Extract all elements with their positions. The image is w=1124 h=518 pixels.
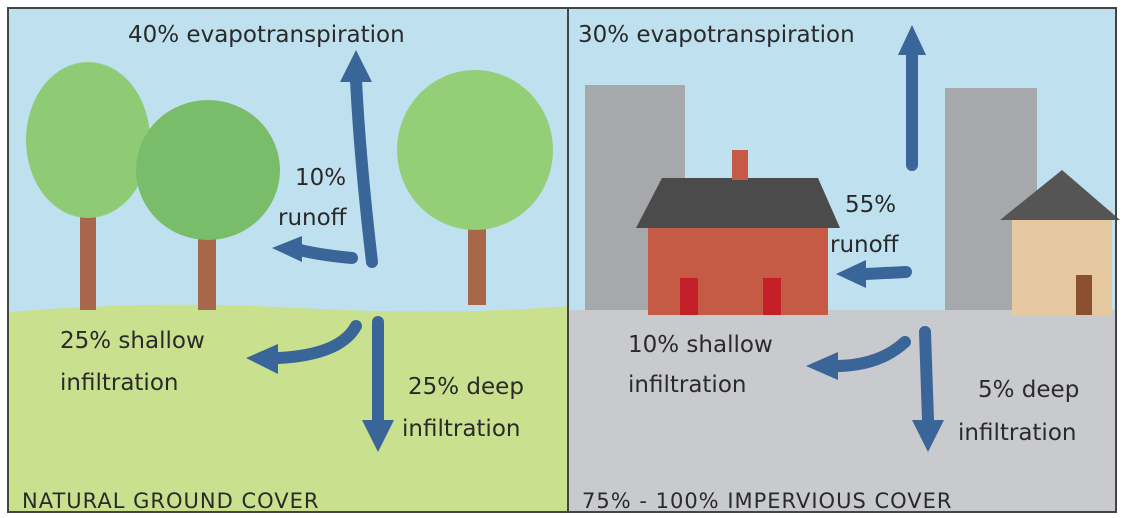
label: infiltration [60, 370, 178, 396]
label: 10% [295, 165, 346, 191]
caption: 75% - 100% IMPERVIOUS COVER [582, 489, 953, 513]
label: 30% evapotranspiration [578, 22, 855, 48]
label: 5% deep [978, 377, 1079, 403]
label: 55% [845, 192, 896, 218]
label: infiltration [628, 372, 746, 398]
label: 40% evapotranspiration [128, 22, 405, 48]
diagram: 40% evapotranspiration 10% runoff 25% sh… [0, 0, 1124, 518]
label: 25% deep [408, 374, 524, 400]
caption: NATURAL GROUND COVER [22, 489, 320, 513]
label: infiltration [402, 416, 520, 442]
label: infiltration [958, 420, 1076, 446]
label: 25% shallow [60, 328, 205, 354]
label: runoff [278, 205, 348, 231]
label: runoff [830, 232, 900, 258]
label: 10% shallow [628, 332, 773, 358]
